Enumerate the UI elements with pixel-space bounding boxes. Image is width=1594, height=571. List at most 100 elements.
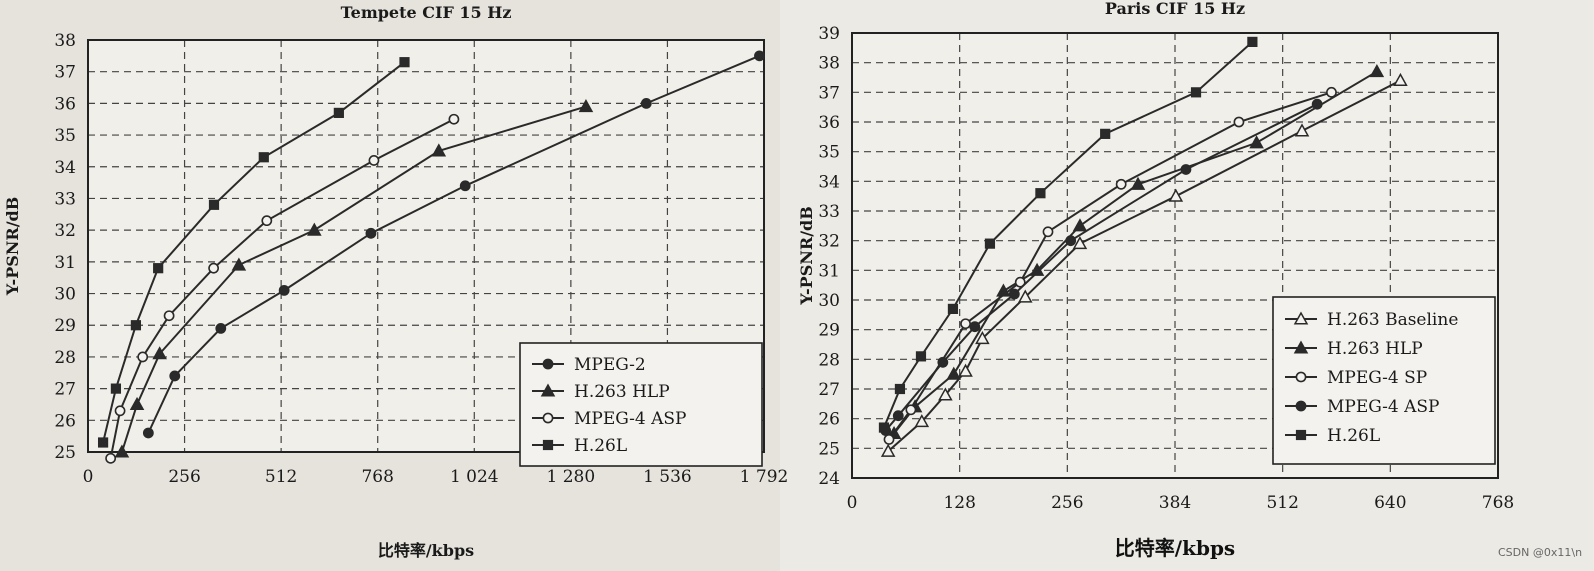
data-point: [1326, 86, 1337, 98]
data-point: [915, 351, 927, 362]
data-point: [1393, 72, 1408, 87]
x-tick-label: 1 536: [643, 467, 692, 487]
y-tick-label: 28: [818, 350, 840, 370]
data-point: [946, 366, 962, 380]
plot-frame: [87, 39, 765, 453]
legend: H.263 Baseline H.263 HLP MPEG-4 SP MPEG-4 A…: [1272, 296, 1496, 465]
y-tick-label: 32: [54, 221, 76, 241]
x-tick-label: 768: [1482, 493, 1514, 513]
data-point: [448, 113, 460, 125]
legend-marker: [1293, 311, 1309, 325]
series-mpeg-4-asp: [105, 113, 460, 464]
y-tick-label: 26: [818, 410, 840, 430]
data-point: [399, 57, 410, 68]
data-point: [142, 427, 154, 439]
data-point: [878, 422, 890, 433]
series-mpeg-2: [142, 50, 765, 439]
data-point: [640, 97, 652, 109]
data-point: [969, 321, 981, 333]
y-tick-label: 38: [818, 54, 840, 74]
y-tick-label: 30: [54, 285, 76, 305]
data-point: [905, 404, 917, 416]
data-point: [333, 107, 344, 118]
y-tick-label: 33: [54, 189, 76, 209]
x-tick-label: 0: [847, 493, 858, 513]
y-tick-label: 32: [818, 232, 840, 252]
x-tick-label: 640: [1374, 493, 1406, 513]
x-axis-label: 比特率/kbps: [1115, 536, 1235, 560]
series-line: [888, 91, 1332, 441]
data-point: [368, 155, 380, 166]
series-mpeg-4-asp: [880, 98, 1323, 436]
legend-marker: [1295, 429, 1307, 441]
data-point: [130, 320, 142, 331]
data-point: [894, 383, 906, 395]
y-tick-label: 28: [54, 348, 76, 368]
x-tick-label: 1 024: [450, 467, 499, 487]
y-tick-label: 33: [818, 202, 840, 222]
data-point: [938, 387, 953, 401]
data-point: [1247, 36, 1258, 47]
legend-box: [1272, 296, 1496, 465]
data-point: [1008, 288, 1020, 300]
chart-1: 0 256 512 768 1 024 1 280 1 536 1 792 25 26 27 28 29…: [3, 3, 788, 560]
series-mpeg-4-sp: [883, 86, 1337, 445]
data-point: [960, 318, 971, 330]
y-tick-label: 35: [818, 143, 840, 163]
x-tick-label: 0: [83, 467, 94, 487]
data-point: [307, 222, 322, 236]
y-tick-label: 25: [54, 443, 76, 463]
watermark: CSDN @0x11\n: [1498, 546, 1582, 559]
legend-entry: H.263 Baseline: [1327, 310, 1458, 330]
legend-marker: [1295, 400, 1307, 412]
y-tick-label: 34: [54, 158, 76, 178]
legend-marker: [542, 439, 554, 451]
data-point: [215, 322, 227, 334]
series-h-26l: [97, 57, 410, 448]
legend-marker: [542, 412, 554, 424]
data-point: [1042, 226, 1054, 238]
y-axis-label: Y-PSNR/dB: [797, 206, 816, 306]
series-h-263-baseline: [880, 72, 1408, 457]
legend-entry: MPEG-2: [574, 355, 646, 375]
y-tick-label: 29: [54, 316, 76, 336]
data-point: [1130, 176, 1146, 190]
y-tick-label: 26: [54, 411, 76, 431]
data-point: [1100, 128, 1111, 139]
legend-entry: H.26L: [574, 436, 627, 456]
x-tick-label: 256: [1051, 493, 1083, 513]
series-h-26l: [878, 36, 1258, 433]
chart-2: 0 128 256 384 512 640 768 24 25 26 27 28 29 30 31 32 33 3…: [797, 0, 1514, 560]
series-line: [102, 61, 406, 443]
y-tick-label: 37: [54, 63, 76, 83]
data-point: [114, 444, 130, 458]
data-point: [231, 257, 247, 271]
y-tick-label: 31: [54, 253, 76, 273]
x-tick-label: 1 792: [740, 467, 789, 487]
data-point: [152, 346, 167, 360]
y-tick-label: 30: [818, 291, 840, 311]
legend-entry: MPEG-4 SP: [1327, 368, 1427, 388]
legend-entry: H.263 HLP: [1327, 339, 1423, 359]
legend-entry: H.26L: [1327, 426, 1380, 446]
data-point: [578, 99, 594, 113]
data-point: [914, 414, 930, 428]
data-point: [1369, 64, 1385, 78]
data-point: [937, 356, 949, 368]
x-tick-label: 512: [265, 467, 297, 487]
y-tick-label: 36: [818, 113, 840, 133]
legend-entry: H.263 HLP: [574, 382, 670, 402]
legend-marker: [542, 358, 554, 370]
data-point: [947, 303, 959, 314]
data-point: [1018, 289, 1033, 303]
y-tick-label: 25: [818, 439, 840, 459]
data-point: [261, 215, 273, 227]
y-tick-label: 29: [818, 321, 840, 341]
x-axis-label: 比特率/kbps: [378, 541, 474, 560]
x-tick-label: 512: [1266, 493, 1298, 513]
series-line: [887, 79, 1401, 453]
data-point: [163, 310, 175, 322]
series-line: [109, 118, 455, 459]
legend: MPEG-2 H.263 HLP MPEG-4 ASP H.26L: [519, 342, 763, 467]
